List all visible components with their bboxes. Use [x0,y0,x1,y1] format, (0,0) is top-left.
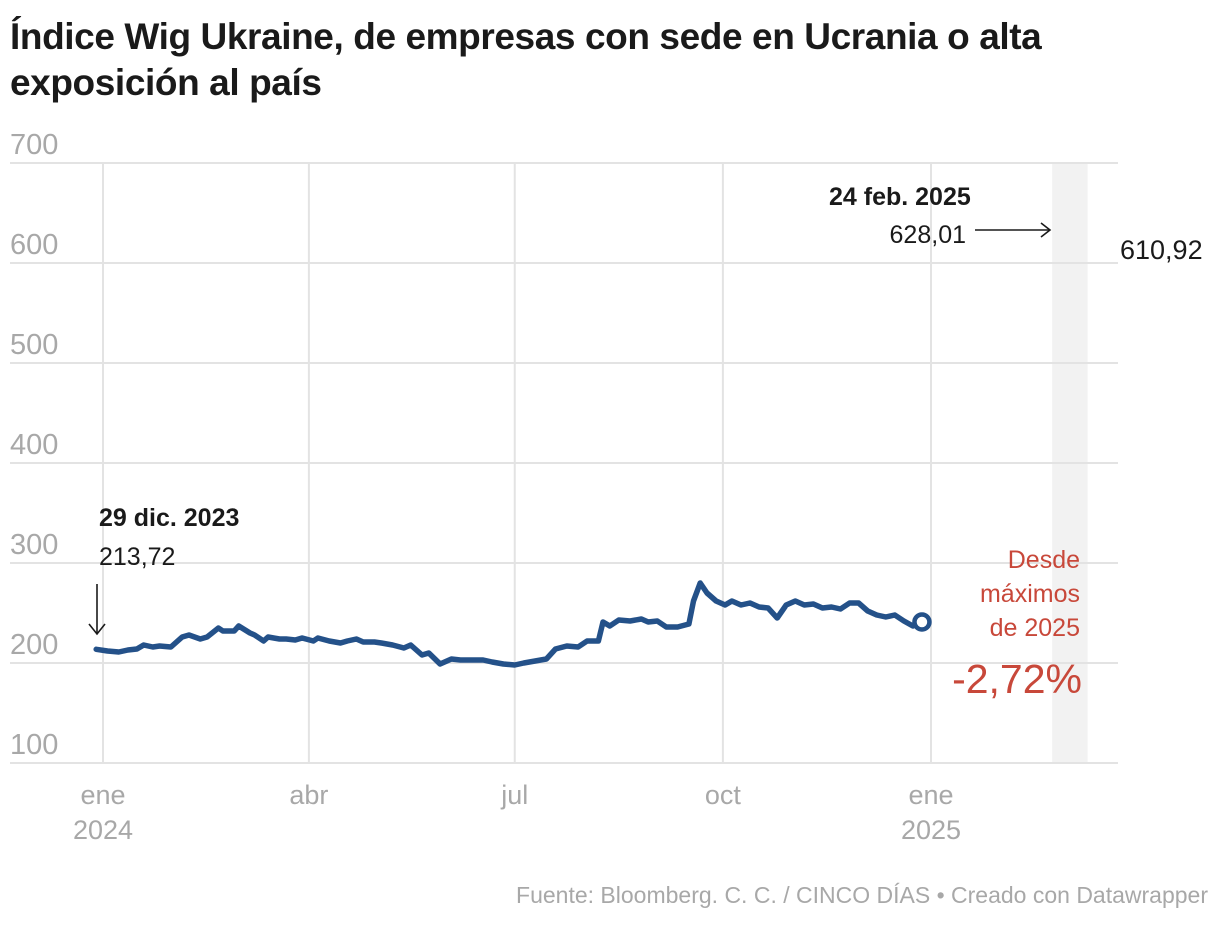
annotation-max-date: 24 feb. 2025 [829,183,971,211]
x-tick-label-2: jul [500,780,528,810]
drawdown-label-line-2: máximos [980,580,1080,608]
y-tick-label-200: 200 [10,629,58,661]
source-footer: Fuente: Bloomberg. C. C. / CINCO DÍAS • … [516,882,1208,908]
drawdown-label-line-3: de 2025 [990,614,1080,642]
drawdown-value: -2,72% [952,656,1082,702]
annotation-max-value: 628,01 [890,221,966,249]
annotation-start-value: 213,72 [99,543,175,571]
x-tick-label-1: abr [289,780,328,810]
y-tick-label-400: 400 [10,429,58,461]
y-tick-label-600: 600 [10,229,58,261]
y-tick-label-300: 300 [10,529,58,561]
arrow-right-icon [975,222,1052,238]
x-tick-label-3: oct [705,780,742,810]
end-value-label: 610,92 [1120,235,1203,265]
y-gridlines [10,162,1118,764]
y-axis-labels: 100 200 300 400 500 600 700 [10,129,58,761]
x-axis-labels: ene 2024 abr jul oct ene 2025 [73,780,961,845]
x-tick-sublabel-4: 2025 [901,815,961,845]
x-tick-sublabel-0: 2024 [73,815,133,845]
arrow-down-icon [88,584,106,636]
y-tick-label-700: 700 [10,129,58,161]
drawdown-label-line-1: Desde [1008,546,1080,574]
x-tick-label-4: ene [908,780,953,810]
x-tick-label-0: ene [80,780,125,810]
y-tick-label-500: 500 [10,329,58,361]
y-tick-label-100: 100 [10,729,58,761]
end-point-marker [912,612,932,632]
series-line-wig-ukraine [93,580,925,668]
annotation-start-date: 29 dic. 2023 [99,504,239,532]
data-points [96,582,922,666]
chart-title: Índice Wig Ukraine, de empresas con sede… [10,16,1042,103]
